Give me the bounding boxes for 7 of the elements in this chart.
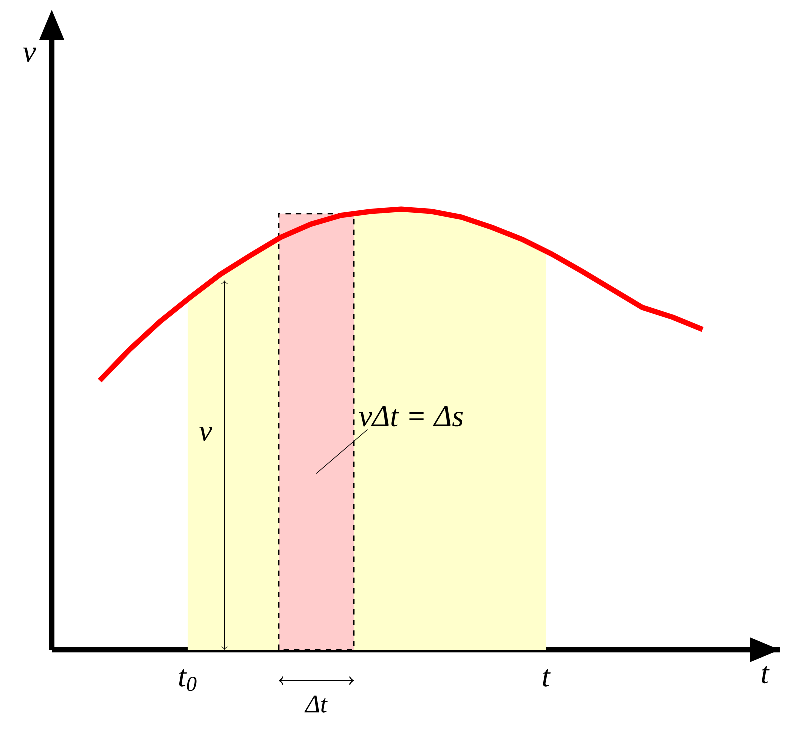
annotation: v xyxy=(199,427,212,442)
text: t xyxy=(543,669,551,687)
text: v xyxy=(23,48,36,62)
text: t$_{0}$ xyxy=(179,669,197,692)
annotation: vΔt = Δs xyxy=(359,406,464,427)
x-axis-title: t xyxy=(762,666,770,684)
text: Δt xyxy=(304,696,328,713)
